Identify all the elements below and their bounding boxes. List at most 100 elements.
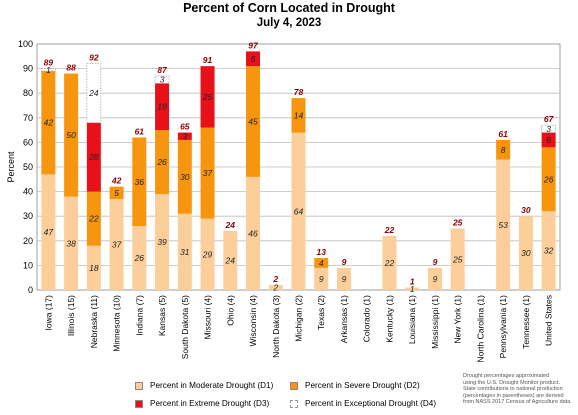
bar-segment-d4 — [41, 68, 56, 72]
segment-data-label: 3 — [182, 131, 187, 141]
x-tick-label: Nebraska (11) — [89, 295, 99, 348]
y-tick-label: 100 — [18, 39, 33, 49]
segment-data-label: 30 — [180, 172, 190, 182]
segment-data-label: 18 — [89, 263, 99, 273]
segment-data-label: 14 — [294, 110, 304, 120]
chart-title: Percent of Corn Located in Drought — [183, 1, 395, 15]
total-data-label: 30 — [521, 205, 531, 215]
segment-data-label: 6 — [546, 135, 551, 145]
segment-data-label: 4 — [319, 258, 324, 268]
segment-data-label: 53 — [498, 220, 508, 230]
segment-data-label: 37 — [112, 239, 122, 249]
x-tick-label: New York (1) — [453, 295, 463, 344]
bar-segment-d1 — [177, 213, 192, 290]
total-data-label: 88 — [66, 63, 76, 73]
legend-label-d2: Percent in Severe Drought (D2) — [305, 381, 420, 390]
segment-data-label: 8 — [501, 145, 506, 155]
total-data-label: 67 — [544, 114, 555, 124]
bar-segment-d3 — [177, 132, 192, 140]
x-tick-label: Ohio (4) — [225, 295, 235, 326]
segment-data-label: 30 — [521, 248, 531, 258]
legend-swatch-d2 — [290, 382, 298, 390]
source-note-line: State contributions to national producti… — [463, 386, 563, 393]
bar-segment-d2 — [155, 130, 170, 195]
x-tick-label: North Dakota (3) — [271, 295, 281, 358]
x-tick-label: South Dakota (5) — [180, 295, 190, 359]
total-data-label: 91 — [203, 55, 213, 65]
bar-segment-d2 — [541, 147, 556, 212]
x-tick-label: Minnesota (10) — [112, 295, 122, 352]
segment-data-label: 26 — [134, 253, 145, 263]
bar-segment-d1 — [223, 230, 238, 290]
x-tick-label: Colorado (1) — [362, 295, 372, 342]
y-tick-label: 90 — [23, 64, 33, 74]
segment-data-label: 29 — [202, 249, 213, 259]
segment-data-label: 38 — [66, 238, 76, 248]
bar-segment-d1 — [382, 235, 397, 290]
segment-data-label: 45 — [248, 116, 258, 126]
segment-data-label: 9 — [319, 274, 324, 284]
bar-segment-d3 — [155, 83, 170, 131]
y-tick-label: 10 — [23, 260, 33, 270]
x-tick-label: Texas (2) — [316, 295, 326, 330]
total-data-label: 92 — [89, 53, 99, 63]
segment-data-label: 36 — [135, 177, 145, 187]
total-data-label: 24 — [225, 220, 236, 230]
segment-data-label: 9 — [433, 274, 438, 284]
y-axis-label: Percent — [6, 151, 16, 183]
bar-segment-d2 — [109, 186, 124, 199]
segment-data-label: 25 — [202, 92, 213, 102]
segment-data-label: 37 — [203, 168, 213, 178]
y-tick-label: 0 — [28, 285, 33, 295]
bar-segment-d4 — [541, 124, 556, 133]
segment-data-label: 42 — [44, 118, 54, 128]
x-tick-label: Iowa (17) — [43, 295, 53, 331]
bar-segment-d1 — [246, 176, 261, 290]
total-data-label: 25 — [452, 218, 463, 228]
x-tick-label: Kansas (5) — [157, 295, 167, 336]
total-data-label: 61 — [498, 129, 508, 139]
bar-segment-d2 — [246, 66, 261, 177]
bar-segment-d1 — [268, 285, 283, 290]
segment-data-label: 46 — [248, 228, 258, 238]
bar-segment-d3 — [246, 51, 261, 67]
x-tick-label: Pennsylvania (1) — [498, 295, 508, 358]
bar-segment-d1 — [109, 198, 124, 290]
bar-segment-d2 — [496, 139, 511, 160]
segment-data-label: 3 — [160, 75, 165, 85]
segment-data-label: 26 — [543, 174, 554, 184]
x-tick-label: Kentucky (1) — [384, 295, 394, 343]
x-tick-label: Illinois (15) — [66, 295, 76, 336]
bar-segment-d3 — [86, 122, 101, 192]
y-tick-label: 40 — [23, 187, 33, 197]
bar-segment-d1 — [541, 211, 556, 290]
x-tick-label: Tennessee (1) — [521, 295, 531, 349]
segment-data-label: 26 — [156, 157, 167, 167]
segment-data-label: 19 — [157, 102, 167, 112]
x-tick-label: Missouri (4) — [203, 295, 213, 340]
x-tick-label: Indiana (7) — [134, 295, 144, 336]
y-tick-label: 70 — [23, 113, 33, 123]
bar-segment-d2 — [132, 137, 147, 227]
total-data-label: 9 — [342, 257, 347, 267]
bar-segment-d1 — [86, 245, 101, 290]
bar-segment-d2 — [64, 73, 79, 197]
segment-data-label: 28 — [88, 152, 99, 162]
bar-segment-d2 — [291, 98, 306, 133]
segment-data-label: 25 — [452, 254, 463, 264]
legend-label-d3: Percent in Extreme Drought (D3) — [150, 399, 270, 408]
total-data-label: 13 — [317, 247, 327, 257]
segment-data-label: 9 — [342, 274, 347, 284]
bar-segment-d4 — [86, 63, 102, 124]
bar-segment-d3 — [200, 66, 215, 128]
y-tick-label: 30 — [23, 211, 33, 221]
segment-data-label: 5 — [114, 188, 119, 198]
total-data-label: 1 — [410, 277, 415, 287]
source-note-line: (percentages in parentheses) are derived — [463, 392, 564, 399]
segment-data-label: 3 — [546, 124, 551, 134]
segment-data-label: 6 — [251, 54, 256, 64]
bar-segment-d1 — [64, 196, 79, 290]
source-note-line: using the U.S. Drought Monitor product. — [463, 379, 560, 386]
chart-subtitle: July 4, 2023 — [256, 17, 322, 29]
bar-segment-d1 — [291, 132, 306, 290]
